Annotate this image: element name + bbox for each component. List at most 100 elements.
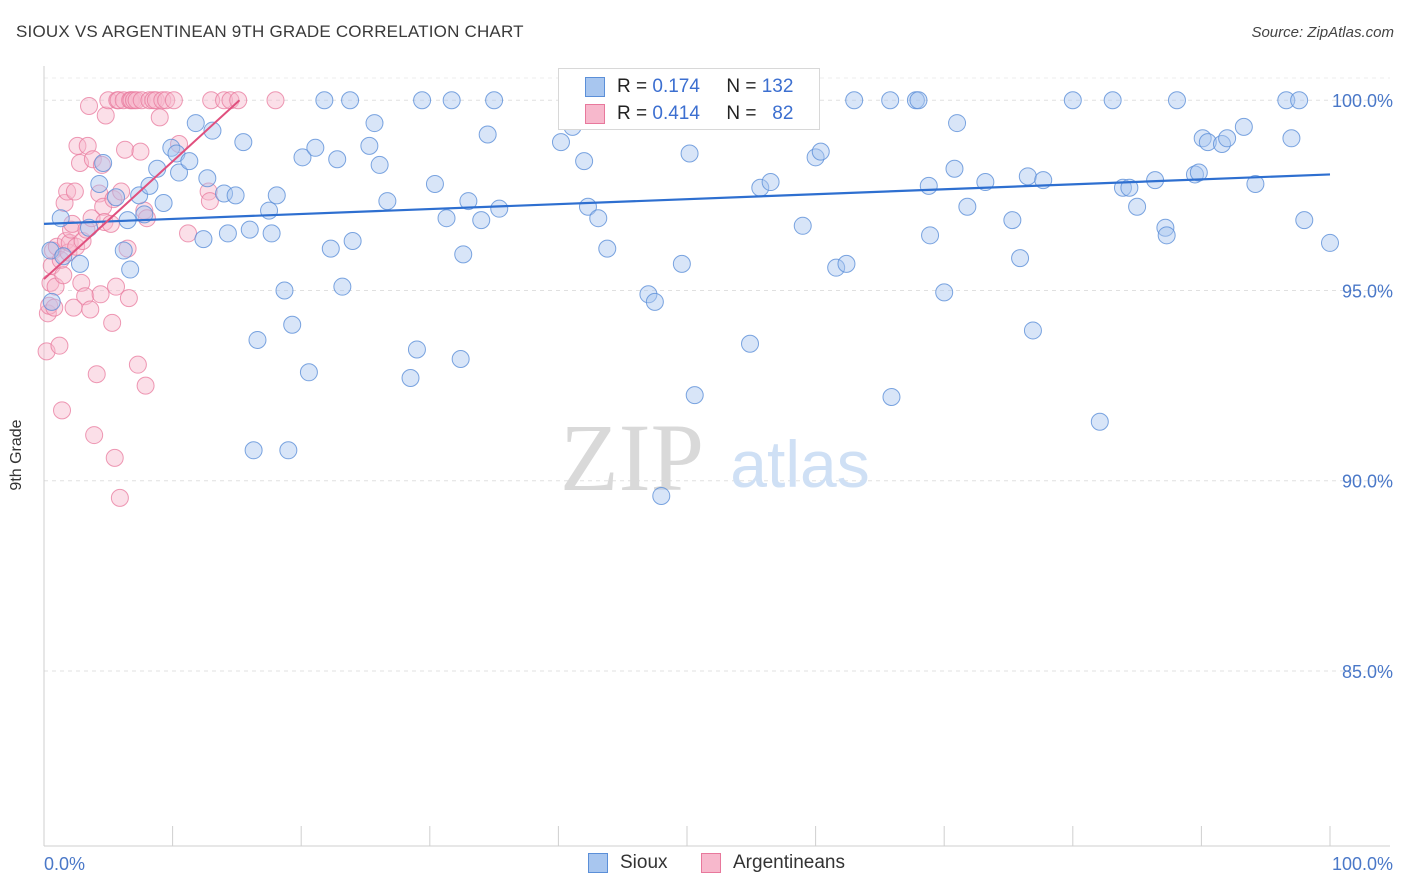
sioux-point <box>1128 197 1147 216</box>
argentineans-point <box>131 142 150 161</box>
argentineans-point <box>72 273 91 292</box>
sioux-point <box>490 199 509 218</box>
sioux-point <box>451 349 470 368</box>
sioux-point <box>360 136 379 155</box>
sioux-point <box>958 197 977 216</box>
sioux-point <box>472 211 491 230</box>
sioux-point <box>333 277 352 296</box>
argentineans-point <box>119 289 138 308</box>
sioux-point <box>154 193 173 212</box>
sioux-point <box>921 226 940 245</box>
sioux-point <box>275 281 294 300</box>
sioux-point <box>107 188 126 207</box>
y-tick-label: 90.0% <box>1342 472 1393 492</box>
sioux-point <box>203 121 222 140</box>
legend-r-value-sioux: 0.174 <box>652 76 700 97</box>
sioux-point <box>806 148 825 167</box>
argentineans-point <box>116 140 135 159</box>
sioux-point <box>1156 218 1175 237</box>
argentineans-point <box>54 266 73 285</box>
sioux-point <box>121 260 140 279</box>
sioux-point <box>672 254 691 273</box>
sioux-point <box>1189 163 1208 182</box>
legend-n-value-sioux: 132 <box>761 76 794 97</box>
sioux-point <box>162 138 181 157</box>
sioux-point <box>54 247 73 266</box>
sioux-point <box>248 330 267 349</box>
sioux-point <box>343 232 362 251</box>
legend-n-label: N = <box>726 76 757 97</box>
argentineans-point <box>85 426 104 445</box>
sioux-point <box>1011 249 1030 268</box>
sioux-point <box>94 154 113 173</box>
sioux-point <box>1003 211 1022 230</box>
watermark-zip: ZIP <box>560 404 704 511</box>
sioux-point <box>478 125 497 144</box>
legend-r-label: R = <box>617 103 648 124</box>
sioux-point <box>425 174 444 193</box>
sioux-point <box>262 224 281 243</box>
argentineans-points <box>37 91 285 507</box>
sioux-point <box>283 315 302 334</box>
sioux-point <box>180 152 199 171</box>
argentineans-point <box>107 277 126 296</box>
argentineans-point <box>87 365 106 384</box>
sioux-point <box>589 209 608 228</box>
argentineans-point <box>110 488 129 507</box>
chart-title: SIOUX VS ARGENTINEAN 9TH GRADE CORRELATI… <box>16 22 524 41</box>
argentineans-point <box>65 182 84 201</box>
argentineans-point <box>42 256 61 275</box>
sioux-point <box>1167 91 1186 110</box>
sioux-point <box>1063 91 1082 110</box>
sioux-point <box>1212 135 1231 153</box>
sioux-point <box>1290 91 1309 110</box>
gridlines <box>44 77 1390 672</box>
argentineans-point <box>104 190 123 209</box>
argentineans-point <box>136 376 155 395</box>
x-tick-label: 100.0% <box>1332 854 1393 874</box>
argentineans-point <box>94 197 113 216</box>
sioux-point <box>1321 233 1339 252</box>
argentineans-point <box>150 108 169 127</box>
sioux-point <box>321 239 340 258</box>
sioux-point <box>378 192 397 211</box>
sioux-point <box>827 258 846 277</box>
y-tick-label: 95.0% <box>1342 281 1393 301</box>
sioux-point <box>170 163 189 182</box>
sioux-point <box>459 192 478 211</box>
legend-label-sioux: Sioux <box>620 852 668 873</box>
sioux-swatch <box>585 77 605 97</box>
argentineans-point <box>146 91 165 110</box>
sioux-point <box>186 114 205 133</box>
sioux-point <box>306 138 325 157</box>
sioux-point <box>1018 167 1037 186</box>
sioux-point <box>42 292 61 311</box>
argentineans-point <box>202 91 221 110</box>
sioux-point <box>315 91 334 110</box>
sioux-point <box>194 230 213 249</box>
sioux-point <box>365 114 384 133</box>
legend-item-sioux[interactable]: Sioux <box>588 852 668 874</box>
argentineans-point <box>62 220 81 239</box>
argentineans-point <box>91 285 110 304</box>
argentineans-point <box>78 136 97 155</box>
sioux-point <box>140 176 159 195</box>
legend-item-argentineans[interactable]: Argentineans <box>701 852 845 874</box>
argentineans-point <box>112 182 131 201</box>
sioux-point <box>293 148 312 167</box>
sioux-point <box>442 91 461 110</box>
sioux-point <box>948 114 967 133</box>
argentineans-point <box>266 91 285 110</box>
sioux-point <box>761 173 780 192</box>
sioux-points <box>41 91 1339 505</box>
sioux-point <box>680 144 699 163</box>
y-tick-label: 100.0% <box>1332 91 1393 111</box>
sioux-point <box>437 209 456 228</box>
argentineans-point <box>50 336 69 355</box>
argentineans-point <box>101 214 120 233</box>
sioux-point <box>299 363 318 382</box>
argentineans-point <box>179 224 198 243</box>
sioux-point <box>1120 178 1139 197</box>
argentineans-point <box>200 192 219 211</box>
argentineans-point <box>103 313 122 332</box>
